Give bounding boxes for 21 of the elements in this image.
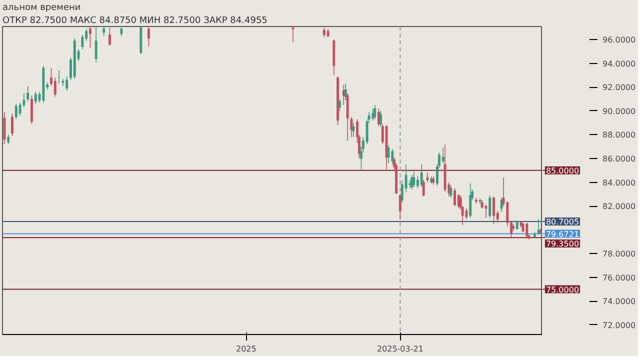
text: ОТКР 82.7500 МАКС 84.8750 МИН 82.7500 ЗАКР 84.4955 [2, 16, 268, 26]
ref-line-label: 75.0000 [546, 285, 580, 294]
y-tick-label: 94.0000 [602, 59, 636, 68]
y-tick-label: 92.0000 [602, 83, 636, 92]
x-tick-label: 2025-03-21 [376, 344, 424, 354]
y-tick-label: 72.0000 [602, 320, 636, 330]
y-tick-label: 78.0000 [602, 250, 636, 259]
y-tick-label: 96.0000 [602, 36, 636, 45]
y-tick-label: 76.0000 [602, 273, 636, 282]
y-tick-label: 88.0000 [602, 130, 636, 140]
y-tick-label: 84.0000 [602, 178, 636, 188]
ref-line-label: 79.6721 [546, 230, 580, 239]
ref-line-label: 85.0000 [546, 166, 580, 176]
y-tick-label: 82.0000 [602, 202, 636, 212]
text: альном времени [2, 3, 81, 13]
y-tick-label: 86.0000 [602, 154, 636, 164]
y-tick-label: 90.0000 [602, 106, 636, 116]
ref-line-label: 79.3500 [546, 239, 580, 248]
y-tick-label: 74.0000 [602, 297, 636, 306]
ref-line-label: 80.7005 [546, 218, 580, 227]
x-tick-label: 2025 [236, 344, 256, 354]
